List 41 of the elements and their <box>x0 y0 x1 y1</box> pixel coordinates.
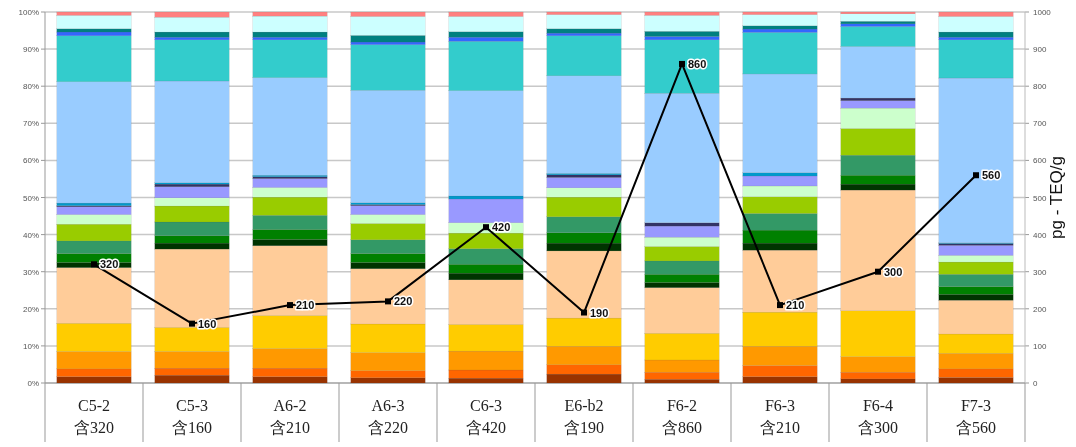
x-tick-label: F6-4 含300 <box>858 397 898 436</box>
x-tick-label: F6-3 含210 <box>760 397 800 436</box>
y2-tick-label: 0 <box>1033 379 1038 388</box>
x-tick-label: C5-2 含320 <box>74 397 114 436</box>
y2-tick-label: 700 <box>1033 119 1047 129</box>
y-tick-label: 80% <box>22 82 39 92</box>
data-label: 220 <box>394 295 413 308</box>
y-tick-label: 20% <box>22 304 39 314</box>
x-tick-label: C6-3 含420 <box>466 397 506 436</box>
data-label: 160 <box>198 317 217 330</box>
y-tick-label: 30% <box>22 267 39 277</box>
y-tick-label: 10% <box>22 341 39 351</box>
y2-tick-label: 400 <box>1033 230 1047 240</box>
y-tick-label: 0% <box>27 379 39 388</box>
x-tick-label: F7-3 含560 <box>956 397 996 436</box>
x-tick-label: A6-3 含220 <box>368 397 408 436</box>
x-tick-label: E6-b2 含190 <box>564 397 604 436</box>
y2-tick-label: 800 <box>1033 82 1047 92</box>
y2-tick-label: 900 <box>1033 45 1047 55</box>
y2-tick-label: 200 <box>1033 304 1047 314</box>
x-tick-label: A6-2 含210 <box>270 397 310 436</box>
y-tick-label: 90% <box>22 45 39 55</box>
y-tick-label: 100% <box>18 8 39 17</box>
data-label: 210 <box>786 299 805 312</box>
x-tick-label: C5-3 含160 <box>172 397 212 436</box>
y2-tick-label: 600 <box>1033 156 1047 166</box>
x-tick-label: F6-2 含860 <box>662 397 702 436</box>
data-label: 190 <box>590 306 609 319</box>
y-tick-label: 60% <box>22 156 39 166</box>
y2-tick-label: 500 <box>1033 193 1047 203</box>
data-label: 300 <box>884 265 903 278</box>
y-tick-label: 40% <box>22 230 39 240</box>
y2-tick-label: 300 <box>1033 267 1047 277</box>
y2-axis-title: pg - TEQ/g <box>1047 156 1066 239</box>
data-label: 420 <box>492 221 511 234</box>
data-label: 560 <box>982 169 1001 182</box>
data-label: 860 <box>688 57 707 70</box>
y-tick-label: 50% <box>22 193 39 203</box>
y2-tick-label: 100 <box>1033 341 1047 351</box>
y-tick-label: 70% <box>22 119 39 129</box>
y2-tick-label: 1000 <box>1033 8 1052 17</box>
